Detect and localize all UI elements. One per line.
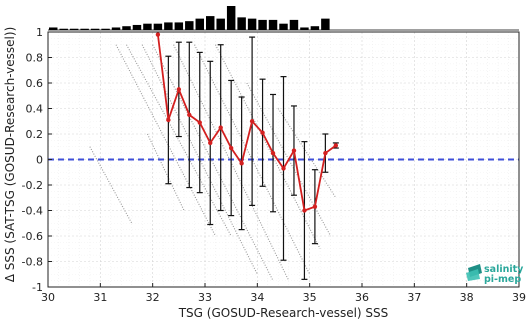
x-tick-label: 33	[198, 291, 212, 304]
histogram-bar	[174, 22, 184, 30]
x-tick-label: 30	[41, 291, 55, 304]
mean-point	[208, 140, 213, 146]
scatter-streak	[115, 44, 216, 237]
y-axis-label: Δ SSS (SAT-TSG (GOSUD-Research-vessel))	[3, 27, 17, 283]
histogram-bar	[185, 21, 194, 30]
histogram-bar	[206, 16, 215, 30]
histogram-bar	[226, 6, 236, 30]
y-tick-labels: 1 0.8 0.6 0.4 0.2 0 -0.2 -0.4 -0.6 -0.8 -1	[22, 26, 52, 294]
y-tick-label: -0.6	[22, 230, 43, 243]
y-tick-label: 0.4	[26, 103, 44, 116]
histogram-bar	[111, 27, 121, 30]
mean-point	[291, 148, 297, 153]
mean-point	[228, 145, 234, 151]
y-tick-label: 0.2	[26, 128, 44, 141]
y-tick-label: -0.2	[22, 179, 43, 192]
histogram-bar	[289, 19, 299, 30]
histogram	[48, 6, 519, 31]
scatter-streak	[214, 44, 321, 250]
mean-point	[155, 32, 161, 37]
histogram-bar	[216, 18, 225, 30]
histogram-bar	[90, 28, 100, 30]
histogram-bar	[279, 23, 288, 30]
mean-point	[218, 125, 223, 130]
x-tick-labels: 30 31 32 33 34 35 36 37 38 39	[41, 283, 526, 304]
histogram-bar	[268, 19, 278, 30]
histogram-bar	[101, 28, 110, 30]
scatter-streak	[277, 108, 337, 199]
y-tick-label: 0.6	[26, 77, 44, 90]
salinity-pi-mep-logo: salinity pi-mep	[466, 264, 524, 285]
scatter-streak	[146, 133, 185, 211]
mean-point	[312, 204, 318, 209]
mean-point	[270, 150, 276, 156]
histogram-bar	[247, 18, 257, 30]
histogram-bar	[69, 28, 79, 30]
x-tick-label: 31	[93, 291, 107, 304]
mean-point	[333, 143, 339, 148]
mean-point	[239, 161, 244, 166]
x-tick-label: 36	[355, 291, 369, 304]
x-axis-label: TSG (GOSUD-Research-vessel) SSS	[178, 306, 389, 320]
histogram-bar	[153, 23, 163, 30]
mean-point	[176, 87, 182, 92]
y-tick-label: 0	[36, 154, 43, 167]
mean-point	[281, 166, 286, 171]
histogram-bar	[164, 22, 173, 30]
histogram-bar	[143, 23, 152, 30]
error-bars	[165, 36, 339, 280]
x-tick-label: 34	[250, 291, 264, 304]
histogram-bar	[80, 28, 89, 30]
x-tick-label: 37	[407, 291, 421, 304]
histogram-bar	[59, 28, 68, 30]
logo-text-line2: pi-mep	[484, 274, 521, 285]
histogram-bar	[132, 24, 142, 30]
mean-point	[302, 208, 307, 213]
mean-point	[323, 150, 328, 156]
mean-point	[249, 119, 255, 124]
histogram-bar	[300, 27, 309, 30]
x-tick-label: 32	[146, 291, 160, 304]
mean-point	[260, 130, 265, 135]
logo-text-line1: salinity	[484, 264, 524, 275]
mean-point	[166, 117, 171, 123]
scatter-streak	[246, 82, 332, 237]
mean-point	[197, 120, 202, 125]
y-tick-label: -0.8	[22, 256, 43, 269]
scatter-streak	[173, 44, 290, 281]
x-tick-label: 38	[460, 291, 474, 304]
histogram-bar	[195, 18, 204, 30]
y-tick-label: 0.8	[26, 52, 44, 65]
histogram-bar	[321, 18, 330, 30]
histogram-bar	[258, 19, 267, 30]
histogram-bar	[237, 17, 246, 30]
mean-markers	[155, 32, 339, 213]
y-tick-label: 1	[36, 26, 43, 39]
histogram-bar	[310, 26, 320, 30]
logo-icon	[466, 264, 482, 281]
grid	[47, 31, 520, 288]
x-tick-label: 39	[512, 291, 526, 304]
y-tick-label: -0.4	[22, 205, 43, 218]
plot-frame	[47, 31, 520, 288]
mean-point	[187, 112, 192, 118]
y-tick-label: -1	[32, 281, 43, 294]
histogram-bar	[49, 27, 58, 30]
x-tick-label: 35	[303, 291, 317, 304]
histogram-bar	[122, 26, 131, 30]
